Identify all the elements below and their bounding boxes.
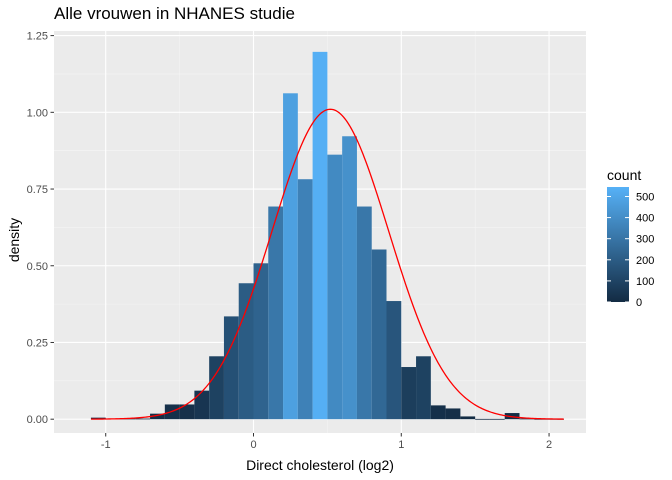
histogram-bar: [150, 413, 165, 420]
histogram-bar: [179, 404, 195, 420]
y-axis-label: density: [6, 217, 22, 263]
legend-tick-label: 500: [636, 191, 654, 203]
legend-title: count: [607, 167, 642, 183]
legend-tick-label: 200: [636, 255, 654, 267]
histogram-bar: [238, 283, 254, 420]
y-tick-label: 1.25: [27, 31, 48, 43]
histogram-bar: [297, 179, 313, 420]
legend-tick-label: 300: [636, 234, 654, 246]
histogram-bar: [430, 405, 446, 420]
histogram-bar: [386, 301, 402, 420]
chart-title: Alle vrouwen in NHANES studie: [54, 4, 295, 23]
histogram-bar: [312, 51, 328, 420]
y-tick-label: 0.75: [27, 184, 48, 196]
histogram-bar: [209, 356, 224, 420]
histogram-bar: [135, 418, 151, 420]
histogram-bar: [475, 418, 490, 420]
x-tick-label: 0: [250, 439, 256, 451]
y-tick-label: 0.50: [27, 261, 48, 273]
legend: 0 100 200 300 400 500: [607, 187, 654, 309]
legend-tick-label: 100: [636, 276, 654, 288]
histogram-bar: [327, 154, 343, 420]
normal-density-curve: [90, 108, 564, 420]
histogram-bar: [401, 367, 417, 420]
legend-colorbar: [607, 187, 629, 302]
x-tick-label: 1: [398, 439, 404, 451]
histogram-bar: [445, 408, 461, 420]
legend-tick-label: 400: [636, 213, 654, 225]
histogram-bar: [253, 263, 269, 420]
x-axis-label: Direct cholesterol (log2): [246, 457, 394, 473]
histogram-bar: [223, 316, 239, 420]
histogram-bar: [342, 136, 357, 420]
x-tick-label: 2: [546, 439, 552, 451]
y-tick-label: 0.25: [27, 337, 48, 349]
histogram-bar: [519, 418, 535, 420]
y-tick-label: 0.00: [27, 414, 48, 426]
histogram-bar: [283, 93, 298, 420]
histogram-bar: [371, 249, 387, 420]
histogram-bar: [416, 356, 431, 420]
legend-tick-label: 0: [636, 297, 642, 309]
axes: -1 0 1 2 0.00 0.25 0.50 0.75 1.00 1.25: [27, 31, 553, 451]
x-tick-label: -1: [101, 439, 111, 451]
histogram-bar: [489, 418, 505, 420]
histogram-bar: [460, 416, 476, 420]
histogram-bar: [194, 390, 210, 420]
histogram-bar: [90, 417, 106, 420]
y-tick-label: 1.00: [27, 107, 48, 119]
histogram-bar: [268, 206, 284, 420]
histogram-bar: [356, 206, 372, 420]
